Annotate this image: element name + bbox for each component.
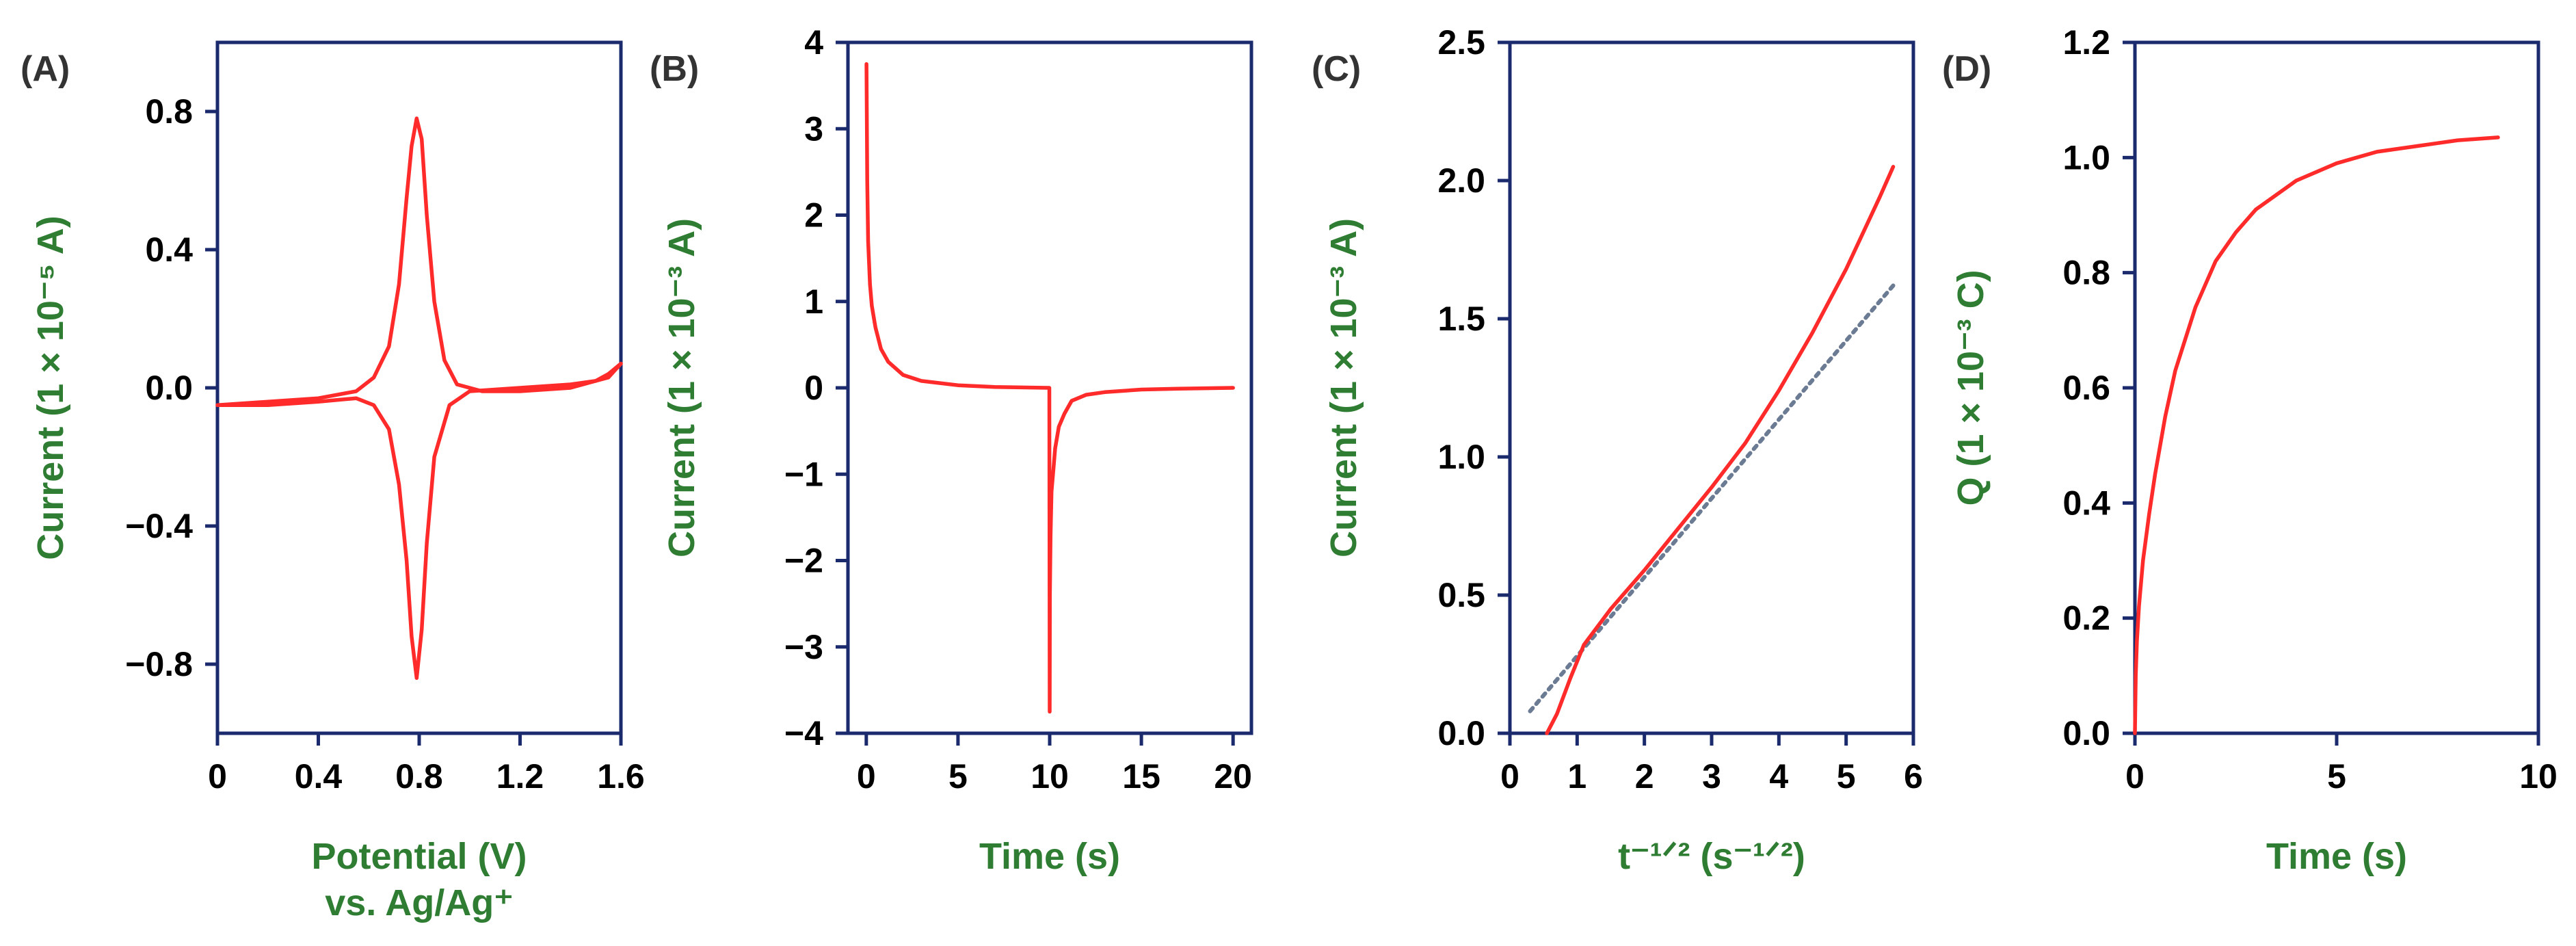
panel-b-x-tick-label: 10 <box>1031 757 1069 796</box>
panel-a-series-line <box>215 116 623 408</box>
panel-b-y-tick-label: 2 <box>804 196 823 235</box>
panel-c-x-tick-label: 1 <box>1567 757 1586 796</box>
panel-b-x-tick-label: 20 <box>1214 757 1252 796</box>
panel-d: (D) 0 5 10 0.0 0.2 0.4 0.6 0.8 1.0 1.2 Q (1 × 10… <box>1942 23 2558 877</box>
panel-b-series-line <box>864 62 1235 714</box>
panel-c-y-tick-label: 0.0 <box>1437 714 1485 752</box>
panel-b-y-tick-label: 0 <box>804 369 823 407</box>
panel-c-series <box>1528 165 1896 735</box>
panel-c-letter: (C) <box>1312 49 1361 89</box>
panel-b-y-ticks: −4 −3 −2 −1 0 1 2 3 4 <box>784 23 848 752</box>
panel-d-y-tick-label: 0.4 <box>2062 484 2110 522</box>
panel-d-y-tick-label: 0.6 <box>2062 369 2110 407</box>
panel-d-x-ticks: 0 5 10 <box>2125 733 2558 796</box>
panel-a-y-tick-label: −0.8 <box>125 645 193 683</box>
panel-a-y-tick-label: 0.8 <box>145 92 193 131</box>
panel-d-x-tick-label: 10 <box>2519 757 2558 796</box>
panel-d-series-line <box>2133 135 2500 735</box>
panel-a-x-tick-label: 0 <box>208 757 227 796</box>
panel-c-y-tick-label: 2.0 <box>1437 161 1485 200</box>
panel-d-plot-frame <box>2133 40 2540 735</box>
panel-a-letter: (A) <box>21 49 70 89</box>
panel-b-y-tick-label: −3 <box>784 628 823 666</box>
panel-d-y-tick-label: 1.2 <box>2062 23 2110 62</box>
panel-a-y-tick-label: 0.4 <box>145 231 193 269</box>
panel-b-x-tick-label: 5 <box>948 757 968 796</box>
panel-a-y-ticks: −0.8 −0.4 0.0 0.4 0.8 <box>125 92 217 683</box>
panel-b-y-tick-label: −1 <box>784 455 823 493</box>
panel-a-x-ticks: 0 0.4 0.8 1.2 1.6 <box>208 733 645 796</box>
panel-c-x-tick-label: 5 <box>1837 757 1856 796</box>
panel-c-x-tick-label: 0 <box>1500 757 1519 796</box>
panel-a-y-tick-label: −0.4 <box>125 507 193 545</box>
panel-b-y-axis-label: Current (1 × 10⁻³ A) <box>661 218 702 557</box>
panel-b-letter: (B) <box>650 49 699 89</box>
panel-b-x-axis-label: Time (s) <box>979 836 1120 877</box>
panel-d-series <box>2133 135 2500 735</box>
panel-c-x-tick-label: 6 <box>1904 757 1923 796</box>
panel-d-y-tick-label: 0.0 <box>2062 714 2110 752</box>
panel-a-y-axis-label: Current (1 × 10⁻⁵ A) <box>30 215 71 560</box>
panel-d-y-tick-label: 0.2 <box>2062 599 2110 638</box>
panel-a: (A) 0 0.4 0.8 1.2 1.6 −0.8 −0.4 0.0 0.4 0.8 Curr… <box>21 40 645 923</box>
panel-c-plot-frame <box>1508 40 1915 735</box>
panel-c-y-tick-label: 1.5 <box>1437 300 1485 338</box>
panel-c-y-tick-label: 2.5 <box>1437 23 1485 62</box>
panel-b-y-tick-label: −2 <box>784 542 823 580</box>
panel-b-x-tick-label: 0 <box>857 757 876 796</box>
panel-b-series <box>864 62 1235 714</box>
panel-b-y-tick-label: −4 <box>784 714 823 752</box>
panel-b-y-tick-label: 1 <box>804 283 823 321</box>
panel-c-series-line <box>1528 283 1896 713</box>
panel-c: (C) 0 1 2 3 4 5 6 0.0 0.5 1.0 1.5 2.0 2.5 Current (… <box>1312 23 1923 877</box>
panel-a-x-tick-label: 1.2 <box>496 757 544 796</box>
panel-a-y-tick-label: 0.0 <box>145 369 193 407</box>
panel-c-y-ticks: 0.0 0.5 1.0 1.5 2.0 2.5 <box>1437 23 1510 752</box>
panel-a-x-tick-label: 0.8 <box>395 757 443 796</box>
panel-c-x-tick-label: 3 <box>1702 757 1721 796</box>
panel-b-x-ticks: 0 5 10 15 20 <box>857 733 1252 796</box>
panel-d-x-axis-label: Time (s) <box>2266 836 2407 877</box>
panel-b-y-tick-label: 4 <box>804 23 823 62</box>
panel-c-x-ticks: 0 1 2 3 4 5 6 <box>1500 733 1923 796</box>
panel-d-y-ticks: 0.0 0.2 0.4 0.6 0.8 1.0 1.2 <box>2062 23 2135 752</box>
panel-a-x-tick-label: 0.4 <box>295 757 343 796</box>
panel-a-series-line <box>215 361 623 680</box>
panel-a-series <box>215 116 623 680</box>
panel-b: (B) 0 5 10 15 20 −4 −3 −2 −1 0 1 2 3 4 Current (1 × … <box>650 23 1253 877</box>
panel-c-y-tick-label: 1.0 <box>1437 438 1485 476</box>
panel-a-x-axis-label-2: vs. Ag/Ag⁺ <box>325 882 514 923</box>
panel-d-letter: (D) <box>1942 49 1991 89</box>
panel-c-x-tick-label: 4 <box>1769 757 1788 796</box>
panel-a-x-tick-label: 1.6 <box>597 757 645 796</box>
panel-d-x-tick-label: 0 <box>2125 757 2145 796</box>
panel-c-x-tick-label: 2 <box>1635 757 1654 796</box>
panel-d-y-tick-label: 0.8 <box>2062 254 2110 292</box>
panel-c-series-line <box>1545 165 1896 735</box>
panel-d-x-tick-label: 5 <box>2327 757 2346 796</box>
panel-c-y-axis-label: Current (1 × 10⁻³ A) <box>1323 218 1364 557</box>
panel-d-y-axis-label: Q (1 × 10⁻³ C) <box>1950 270 1991 505</box>
panel-b-x-tick-label: 15 <box>1122 757 1160 796</box>
panel-a-x-axis-label: Potential (V) <box>311 836 527 877</box>
panel-c-y-tick-label: 0.5 <box>1437 576 1485 614</box>
panel-b-y-tick-label: 3 <box>804 109 823 148</box>
panel-c-x-axis-label: t⁻¹ᐟ² (s⁻¹ᐟ²) <box>1618 836 1805 877</box>
panel-d-y-tick-label: 1.0 <box>2062 138 2110 176</box>
